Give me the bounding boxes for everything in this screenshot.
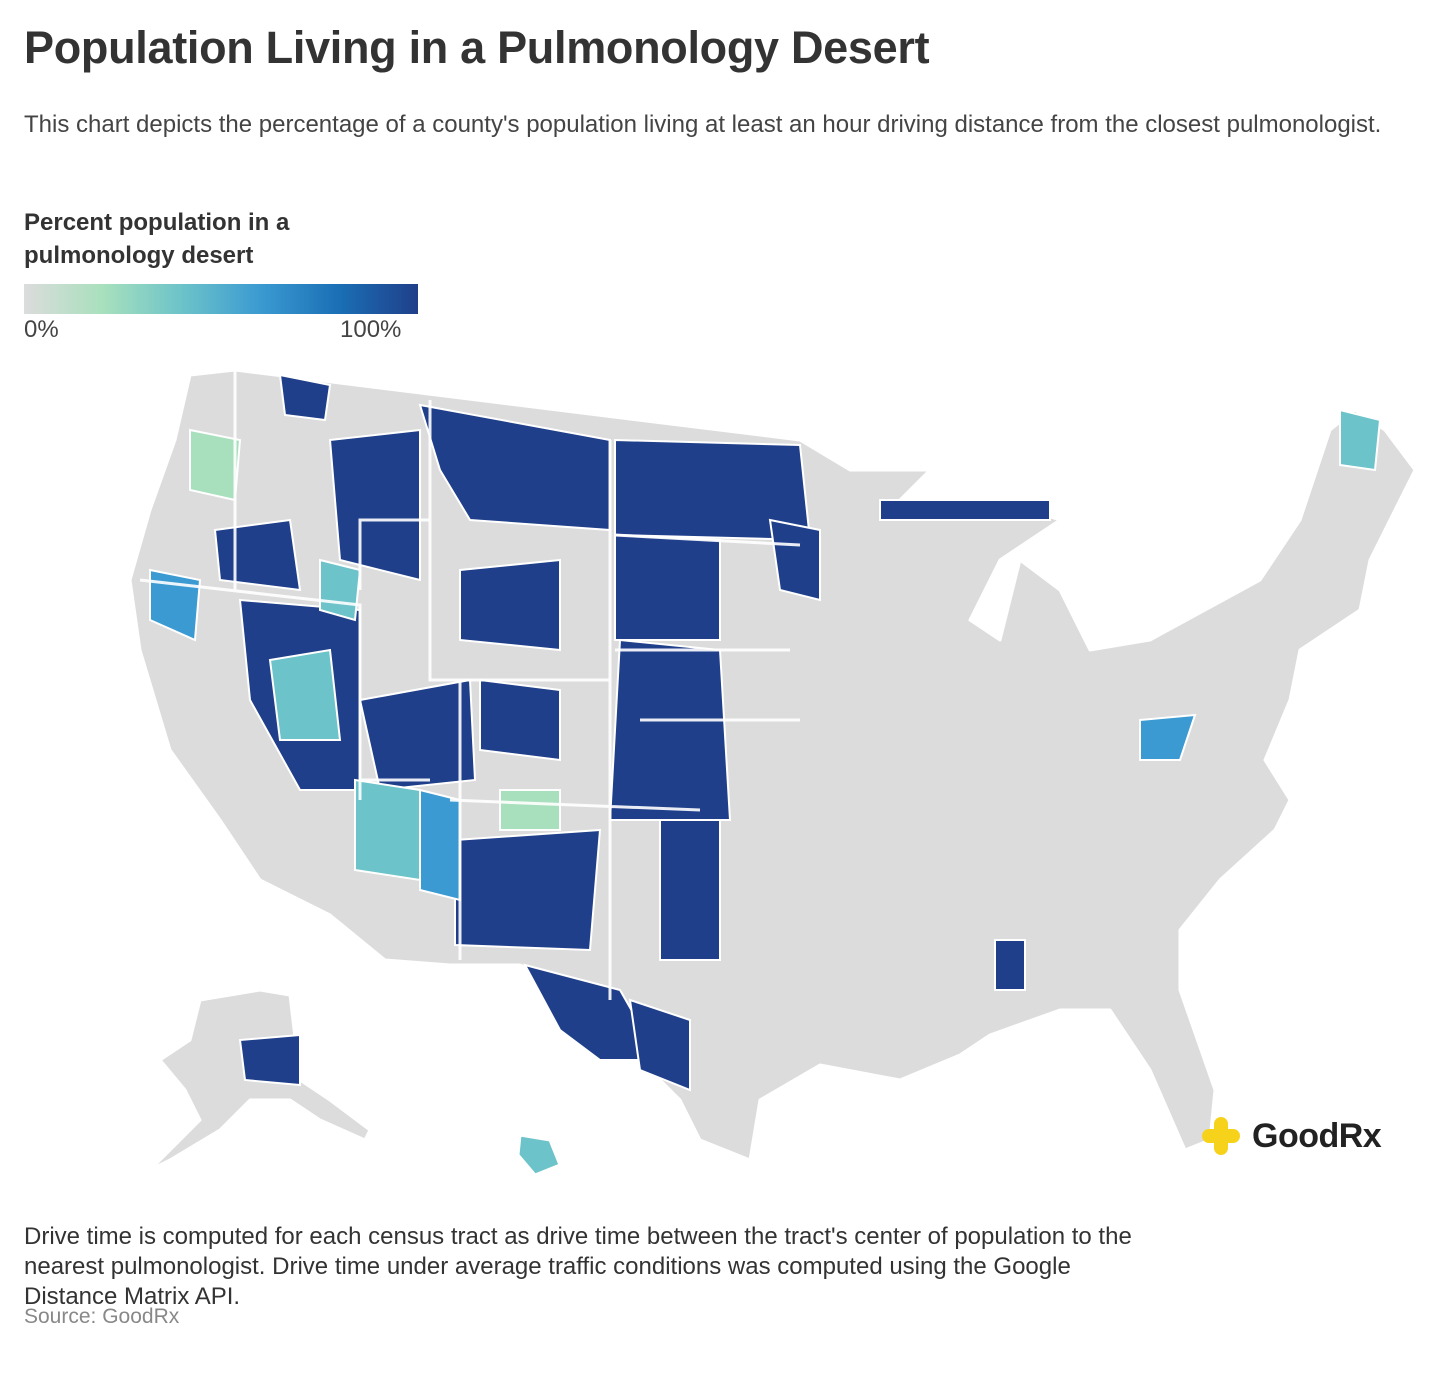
- desert-region: [459, 558, 561, 652]
- desert-region: [328, 428, 421, 582]
- desert-region: [213, 518, 302, 592]
- desert-region: [189, 428, 242, 502]
- subtitle: This chart depicts the percentage of a c…: [24, 111, 1382, 138]
- footnote: Drive time is computed for each census t…: [24, 1223, 1132, 1310]
- goodrx-plus-icon: [1202, 1117, 1240, 1155]
- desert-region: [523, 963, 662, 1061]
- desert-region: [418, 403, 611, 532]
- legend-max-label: 100%: [340, 316, 402, 343]
- legend-min-label: 0%: [24, 316, 59, 343]
- desert-region: [499, 789, 561, 831]
- desert-region: [454, 828, 602, 952]
- desert-region: [768, 518, 821, 602]
- desert-region: [479, 678, 561, 762]
- desert-region: [238, 1033, 301, 1087]
- legend-color-scale: [24, 284, 418, 314]
- desert-region: [659, 819, 721, 961]
- contiguous-us: [128, 368, 1417, 1162]
- desert-region: [614, 533, 721, 641]
- desert-region: [149, 568, 202, 642]
- desert-region: [628, 998, 691, 1092]
- desert-region: [354, 778, 421, 882]
- desert-region: [319, 558, 362, 622]
- legend-title: Percent population in a pulmonology dese…: [24, 209, 290, 269]
- desert-region: [278, 373, 332, 422]
- source-text: Source: GoodRx: [24, 1305, 180, 1328]
- page-title: Population Living in a Pulmonology Deser…: [24, 22, 930, 73]
- desert-region: [1339, 408, 1382, 472]
- goodrx-logo-text: GoodRx: [1252, 1116, 1382, 1155]
- desert-region: [268, 648, 342, 741]
- desert-region: [1139, 713, 1197, 761]
- hawaii: [516, 1133, 562, 1177]
- desert-region: [358, 678, 477, 792]
- goodrx-logo: GoodRx: [1200, 1115, 1382, 1157]
- desert-region: [608, 638, 732, 821]
- desert-region: [419, 788, 461, 902]
- desert-region: [879, 499, 1051, 521]
- desert-region: [994, 939, 1026, 991]
